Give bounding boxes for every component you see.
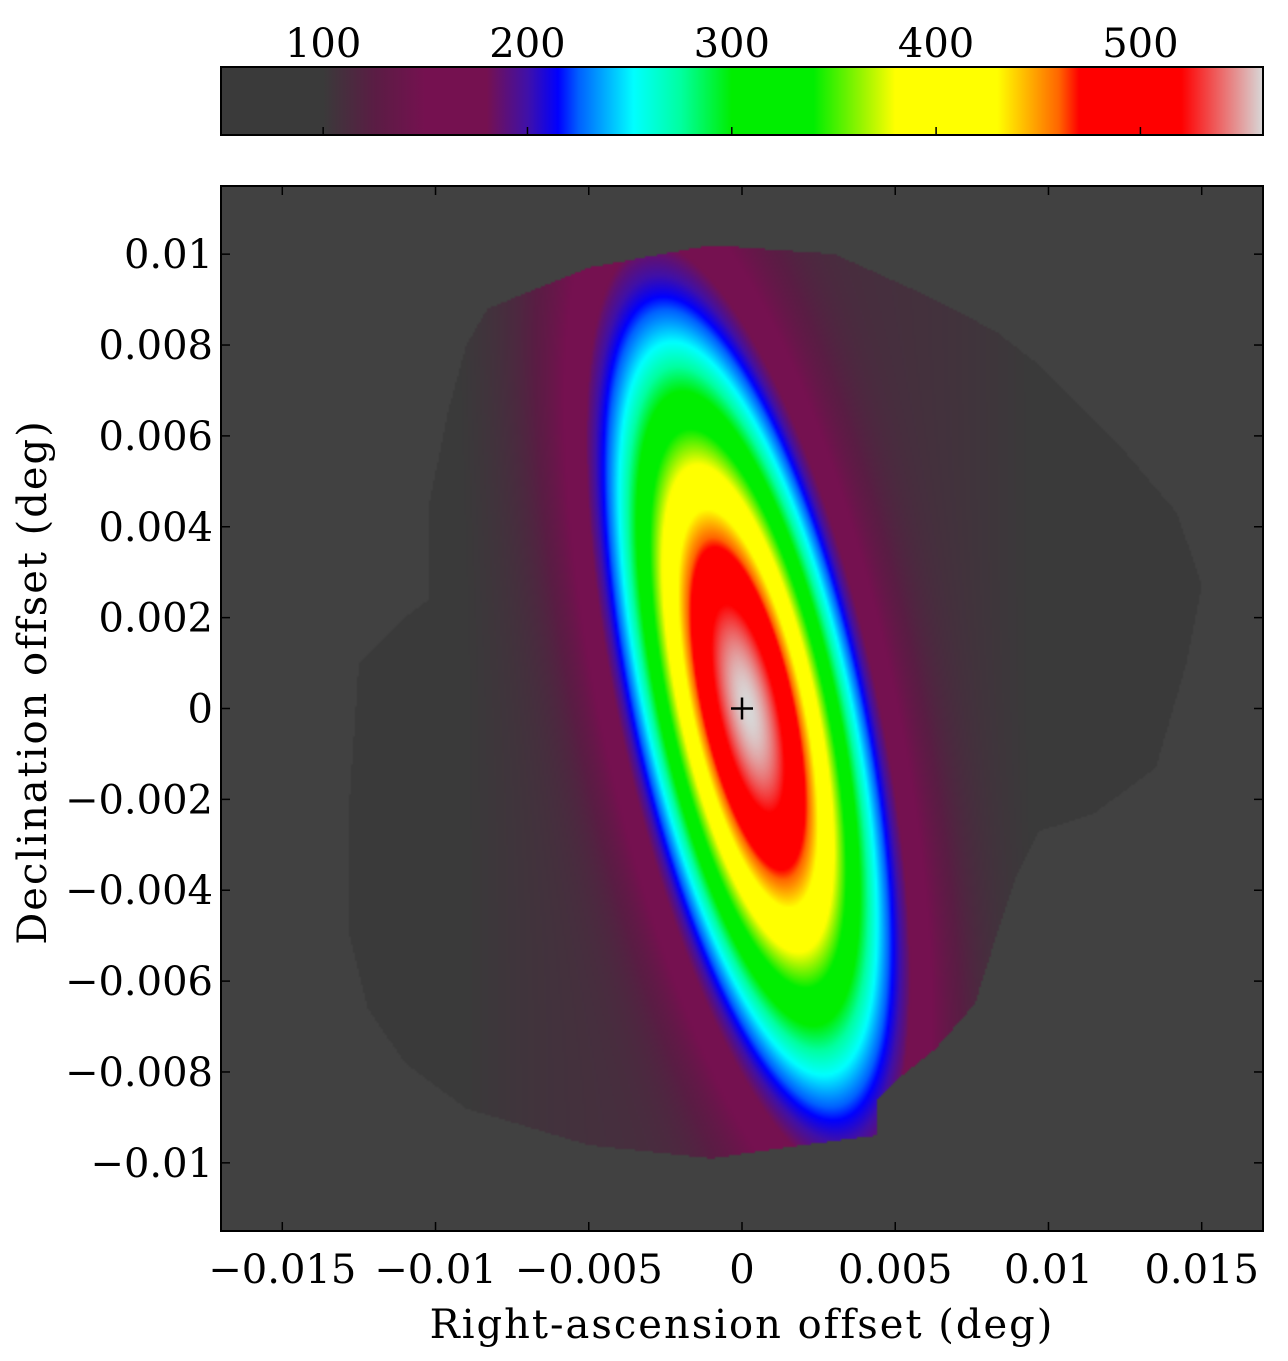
y-axis-ticks: 0.01 0.008 0.006 0.004 0.002 0 −0.002 −0.004 −0.… xyxy=(65,232,1263,1187)
x-axis-ticks: −0.015 −0.01 −0.005 0 0.005 0.01 0.015 xyxy=(208,186,1259,1293)
colorbar: 100 200 300 400 500 xyxy=(220,21,1264,136)
x-tick-label: −0.015 xyxy=(208,1247,356,1293)
y-tick-label: −0.01 xyxy=(90,1141,213,1187)
x-tick-label: 0 xyxy=(729,1247,754,1293)
x-tick-label: −0.005 xyxy=(515,1247,663,1293)
colorbar-tick-label: 400 xyxy=(898,21,974,67)
y-tick-label: 0.008 xyxy=(98,323,213,369)
colorbar-tick-label: 500 xyxy=(1102,21,1178,67)
x-axis-label: Right-ascension offset (deg) xyxy=(430,1302,1055,1348)
colorbar-tick-label: 300 xyxy=(694,21,770,67)
colorbar-gradient xyxy=(221,67,1263,135)
y-tick-label: −0.004 xyxy=(65,868,213,914)
y-tick-label: −0.002 xyxy=(65,777,213,823)
colorbar-frame xyxy=(220,66,1264,136)
y-tick-label: −0.008 xyxy=(65,1050,213,1096)
x-tick-label: 0.005 xyxy=(838,1247,953,1293)
x-tick-label: −0.01 xyxy=(374,1247,497,1293)
peak-marker xyxy=(731,697,753,720)
y-axis-label: Declination offset (deg) xyxy=(10,419,56,945)
x-tick-label: 0.015 xyxy=(1144,1247,1259,1293)
x-tick-label: 0.01 xyxy=(1004,1247,1093,1293)
y-tick-label: 0 xyxy=(188,687,213,733)
plot-area: −0.015 −0.01 −0.005 0 0.005 0.01 0.015 0.010.0… xyxy=(65,185,1264,1293)
y-tick-label: 0.006 xyxy=(98,414,213,460)
y-tick-label: 0.004 xyxy=(98,505,213,551)
colorbar-ticks: 100 200 300 400 500 xyxy=(285,21,1179,135)
y-tick-label: −0.006 xyxy=(65,959,213,1005)
y-tick-label: 0.002 xyxy=(98,596,213,642)
colorbar-tick-label: 100 xyxy=(285,21,361,67)
y-tick-label: 0.01 xyxy=(124,232,213,278)
colorbar-tick-label: 200 xyxy=(489,21,565,67)
